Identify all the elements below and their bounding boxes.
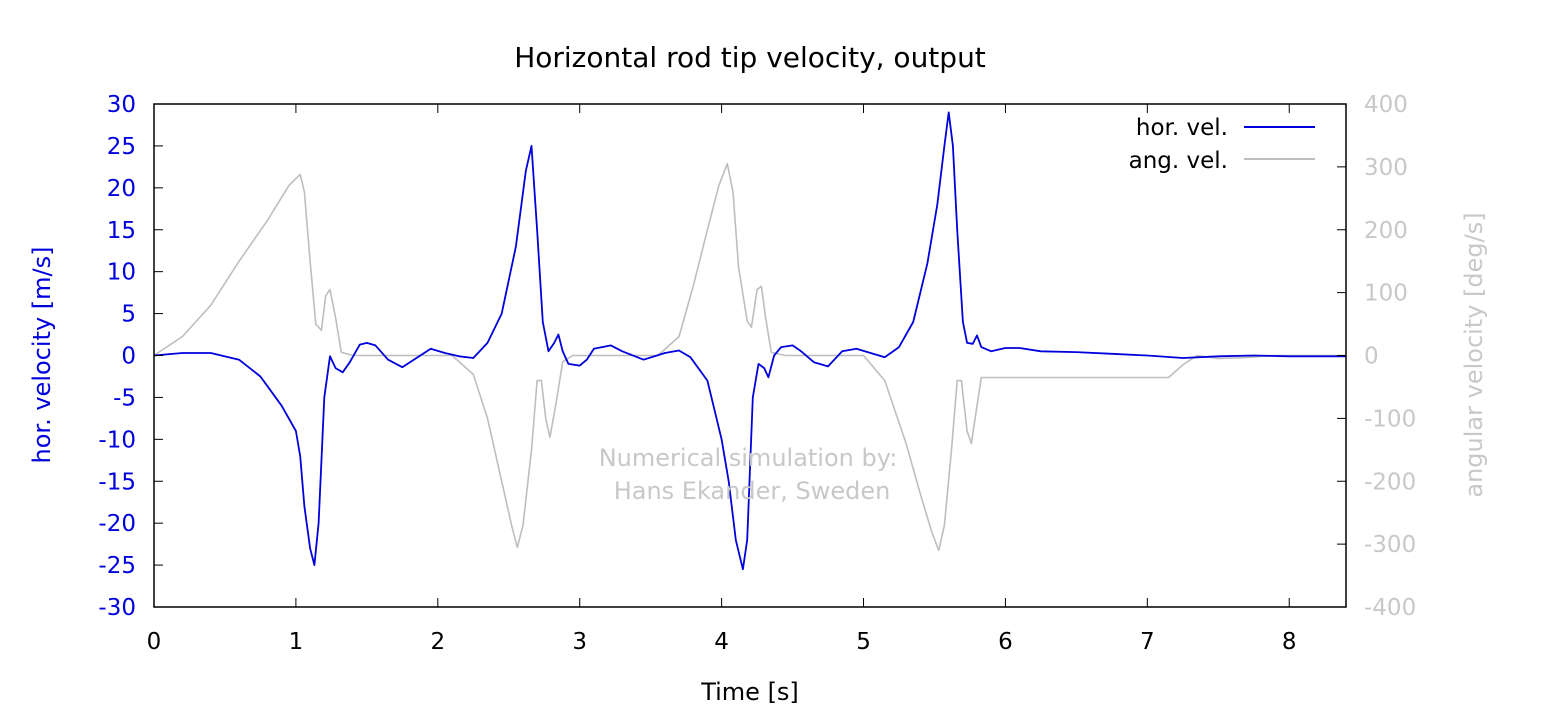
y-tick-label: 20: [107, 176, 136, 202]
y2-tick-label: 300: [1364, 155, 1408, 181]
y-tick-label: -15: [98, 469, 136, 495]
y2-tick-label: 400: [1364, 92, 1408, 118]
chart-title: Horizontal rod tip velocity, output: [514, 41, 986, 74]
series-line-hor-vel: [153, 111, 1346, 571]
y-tick-label: 5: [121, 302, 136, 328]
y2-tick-label: -300: [1364, 532, 1416, 558]
x-tick-label: 6: [998, 629, 1013, 655]
watermark-line-2: Hans Ekander, Sweden: [614, 477, 891, 505]
legend: hor. vel. ang. vel.: [1129, 115, 1315, 174]
y-tick-label: -30: [98, 595, 136, 621]
y-tick-label: 25: [107, 134, 136, 160]
y-tick-label: -25: [98, 553, 136, 579]
plot-frame: [153, 103, 1347, 608]
x-axis-label: Time [s]: [700, 678, 799, 706]
x-tick-label: 8: [1282, 629, 1297, 655]
x-tick-label: 4: [714, 629, 729, 655]
plot-area: 0 1 2 3 4 5 6 7 8 30 25 20 15 10 5 0 -5 -10 -15 -20 -25 -30 40…: [98, 92, 1416, 655]
y2-axis-label: angular velocity [deg/s]: [1460, 212, 1488, 497]
y2-tick-label: -100: [1364, 406, 1416, 432]
legend-label-hor-vel: hor. vel.: [1136, 115, 1228, 141]
legend-label-ang-vel: ang. vel.: [1129, 148, 1228, 174]
x-tick-label: 1: [289, 629, 304, 655]
y-tick-label: 15: [107, 218, 136, 244]
x-tick-label: 0: [147, 629, 162, 655]
x-tick-label: 3: [572, 629, 587, 655]
series-line-ang-vel: [153, 162, 1346, 552]
y-tick-label: 30: [107, 92, 136, 118]
y2-tick-label: 100: [1364, 281, 1408, 307]
y-axis-label: hor. velocity [m/s]: [28, 247, 56, 464]
y2-tick-label: 0: [1364, 344, 1379, 370]
y-tick-label: -20: [98, 511, 136, 537]
x-tick-label: 7: [1140, 629, 1155, 655]
y2-tick-label: -200: [1364, 469, 1416, 495]
x-tick-label: 5: [856, 629, 871, 655]
y2-tick-label: 200: [1364, 218, 1408, 244]
y-tick-label: -5: [113, 385, 136, 411]
y-tick-label: 0: [121, 344, 136, 370]
x-tick-label: 2: [430, 629, 445, 655]
watermark-line-1: Numerical simulation by:: [599, 444, 898, 472]
y2-tick-label: -400: [1364, 595, 1416, 621]
y-tick-label: -10: [98, 427, 136, 453]
y-tick-label: 10: [107, 260, 136, 286]
